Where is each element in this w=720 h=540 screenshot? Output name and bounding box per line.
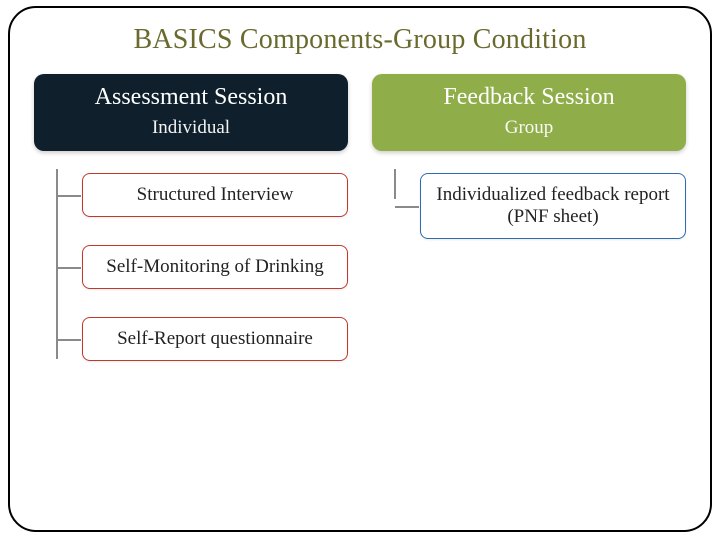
assessment-child-2-label: Self-Report questionnaire [117,328,313,349]
feedback-trunk [394,169,396,199]
assessment-trunk [56,169,58,359]
feedback-child-0-label: Individualized feedback report (PNF shee… [436,184,669,227]
page-title: BASICS Components-Group Condition [34,24,686,56]
assessment-header-title: Assessment Session [42,84,340,111]
assessment-child-0-label: Structured Interview [137,184,294,205]
assessment-child-1-label: Self-Monitoring of Drinking [106,256,323,277]
feedback-header-subtitle: Group [380,117,678,139]
assessment-header-subtitle: Individual [42,117,340,139]
assessment-child-0: Structured Interview [82,173,348,217]
assessment-children: Structured Interview Self-Monitoring of … [34,173,348,361]
slide-frame: BASICS Components-Group Condition Assess… [8,6,712,532]
columns-container: Assessment Session Individual Structured… [34,74,686,361]
feedback-header: Feedback Session Group [372,74,686,151]
feedback-child-0: Individualized feedback report (PNF shee… [420,173,686,239]
assessment-child-2: Self-Report questionnaire [82,317,348,361]
assessment-child-1: Self-Monitoring of Drinking [82,245,348,289]
feedback-header-title: Feedback Session [380,84,678,111]
assessment-header: Assessment Session Individual [34,74,348,151]
column-feedback: Feedback Session Group Individualized fe… [372,74,686,361]
feedback-children: Individualized feedback report (PNF shee… [372,173,686,239]
column-assessment: Assessment Session Individual Structured… [34,74,348,361]
